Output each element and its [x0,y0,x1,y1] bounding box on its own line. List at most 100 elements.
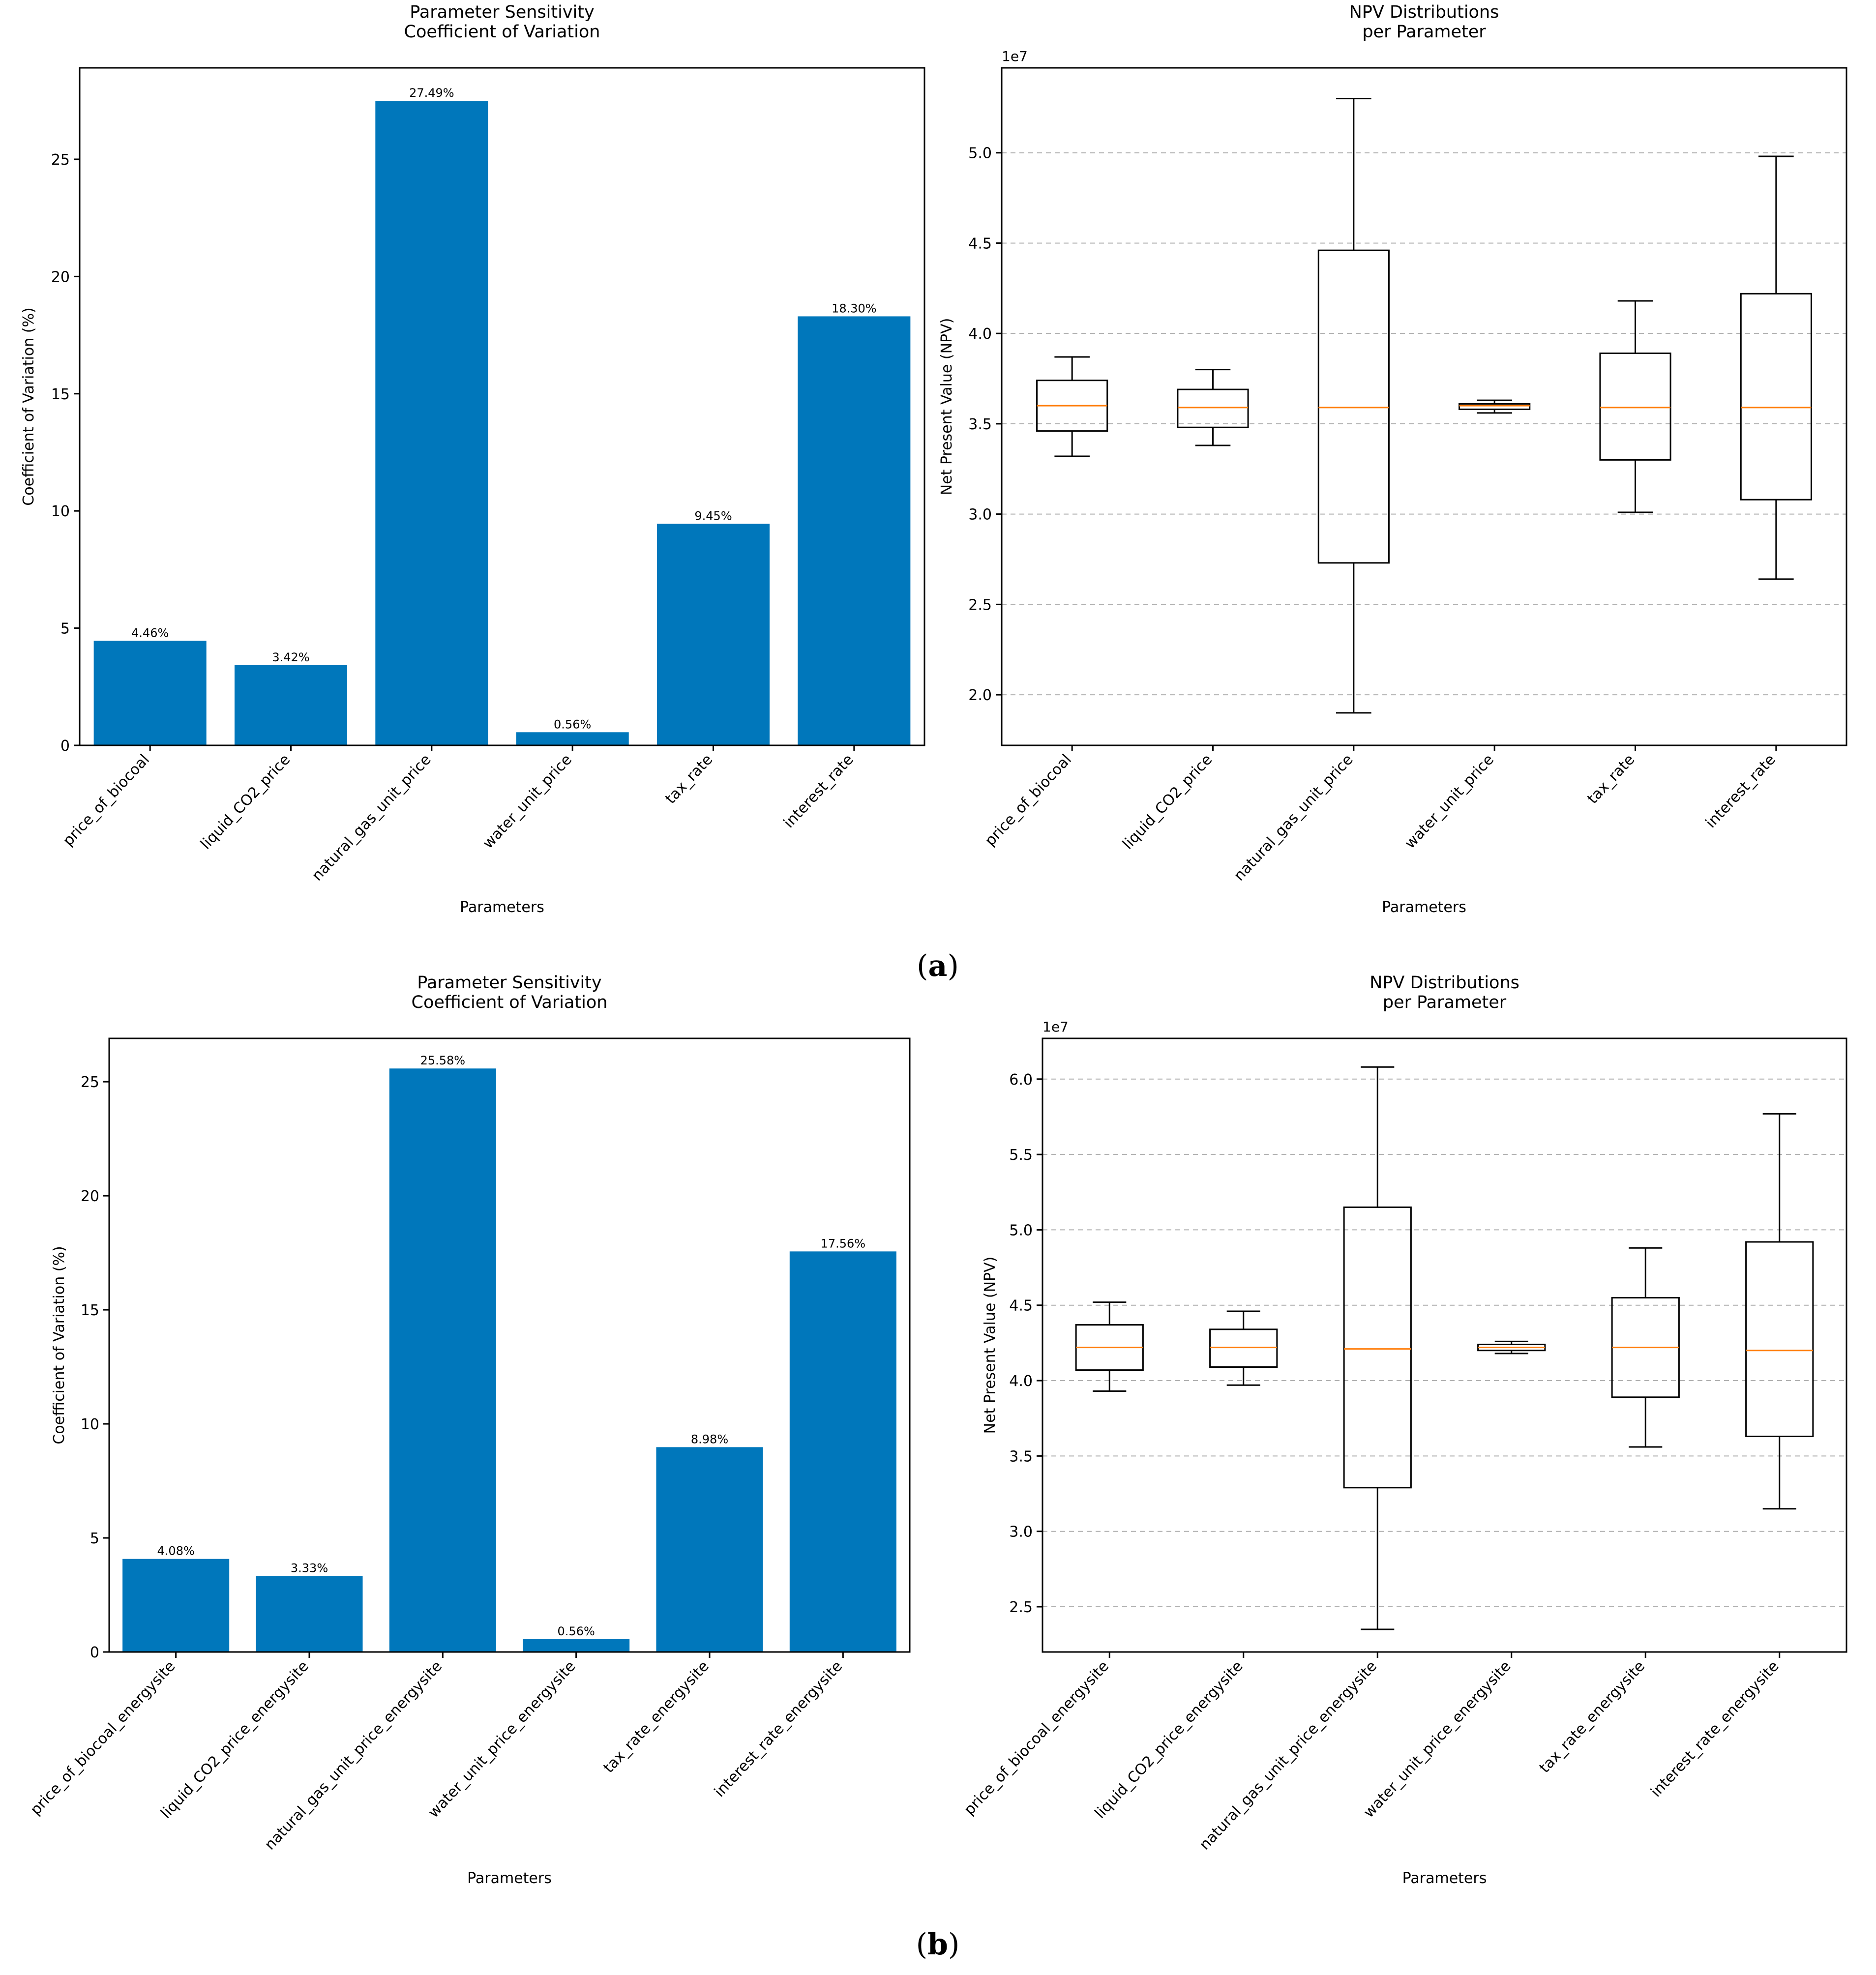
y-tick-label: 2.5 [1009,1599,1033,1616]
x-tick-label: natural_gas_unit_price [1231,751,1357,884]
x-axis-label: Parameters [1402,1870,1487,1887]
box-body [1343,1206,1412,1489]
y-axis-label: Net Present Value (NPV) [982,1257,999,1434]
chart-title-line: Parameter Sensitivity [417,973,601,993]
y-axis-label: Net Present Value (NPV) [938,318,955,496]
bar-liquid_CO2_price [234,665,348,745]
box-tax_rate_energysite [1611,1247,1680,1448]
axes-frame [108,1037,911,1653]
x-tick-label: tax_rate_energysite [600,1658,713,1776]
bar-natural_gas_unit_price [375,101,488,745]
y-tick-label: 15 [81,1302,99,1319]
x-tick-label: liquid_CO2_price_energysite [1092,1658,1247,1822]
chart-title-line: Coefficient of Variation [412,993,608,1012]
chart-title: NPV Distributions per Parameter [1370,973,1519,1012]
y-tick-label: 5.0 [1009,1222,1033,1239]
x-tick-label: liquid_CO2_price [1119,751,1216,853]
x-tick-label: water_unit_price [1401,751,1497,852]
data-label: 8.98% [691,1432,728,1446]
x-axis-label: Parameters [460,899,544,916]
x-tick-label: water_unit_price_energysite [425,1658,579,1821]
chart-title-line: Coefficient of Variation [404,22,600,42]
x-tick-label: water_unit_price_energysite [1360,1658,1514,1821]
box-interest_rate [1740,155,1812,580]
y-tick-label: 3.5 [1009,1448,1033,1465]
x-tick-label: price_of_biocoal [60,751,153,850]
chart-title: Parameter Sensitivity Coefficient of Vari… [404,2,600,42]
box-price_of_biocoal_energysite [1075,1301,1144,1392]
box-body [1209,1328,1278,1368]
bar-liquid_CO2_price_energysite [256,1576,363,1652]
x-tick-label: interest_rate [1702,751,1779,832]
y-tick-label: 3.0 [968,506,992,524]
data-label: 27.49% [409,86,454,100]
chart-title: NPV Distributions per Parameter [1349,2,1499,42]
y-tick-label: 4.0 [1009,1373,1033,1390]
y-tick-label: 20 [51,268,70,286]
bar-tax_rate_energysite [656,1447,763,1652]
bar-tax_rate [656,524,770,745]
y-tick-label: 3.0 [1009,1524,1033,1541]
chart-title-line: Parameter Sensitivity [410,2,594,22]
box-body [1740,293,1812,501]
x-tick-label: price_of_biocoal [982,751,1075,850]
y-tick-label: 4.5 [968,235,992,252]
y-tick-label: 5.5 [1009,1147,1033,1164]
bar-water_unit_price [516,732,629,745]
chart-title-line: NPV Distributions [1370,973,1519,993]
box-water_unit_price_energysite [1477,1340,1546,1355]
bar-price_of_biocoal [93,641,207,745]
offset-label: 1e7 [1002,48,1028,64]
x-tick-label: tax_rate [662,751,716,807]
bar-interest_rate_energysite [789,1251,896,1652]
y-tick-label: 5 [60,620,70,638]
bar-water_unit_price_energysite [523,1639,630,1652]
box-liquid_CO2_price_energysite [1209,1310,1278,1386]
box-liquid_CO2_price [1177,369,1249,446]
data-label: 25.58% [420,1054,466,1067]
y-tick-label: 5.0 [968,145,992,162]
y-tick-label: 2.5 [968,596,992,614]
x-tick-label: interest_rate_energysite [711,1658,846,1801]
box-price_of_biocoal [1036,356,1108,457]
bar-interest_rate [798,316,911,745]
x-tick-label: tax_rate [1584,751,1638,807]
y-tick-label: 10 [81,1416,99,1433]
x-tick-label: price_of_biocoal_energysite [27,1658,179,1819]
x-tick-label: interest_rate [780,751,857,832]
box-body [1745,1241,1814,1438]
box-natural_gas_unit_price [1317,97,1390,714]
x-tick-label: natural_gas_unit_price [309,751,435,884]
y-tick-label: 2.0 [968,687,992,704]
box-water_unit_price [1459,399,1531,414]
bar-natural_gas_unit_price_energysite [389,1068,496,1652]
x-axis-label: Parameters [467,1870,552,1887]
axes-frame [1042,1037,1847,1653]
box-natural_gas_unit_price_energysite [1343,1066,1412,1630]
data-label: 3.33% [291,1562,328,1575]
x-tick-label: water_unit_price [479,751,575,852]
y-tick-label: 25 [81,1074,99,1091]
axes-frame [1001,67,1847,746]
x-tick-label: liquid_CO2_price_energysite [157,1658,312,1822]
y-tick-label: 5 [90,1530,99,1547]
data-label: 9.45% [694,509,732,523]
box-body [1459,403,1531,411]
box-body [1599,353,1671,461]
x-tick-label: tax_rate_energysite [1536,1658,1649,1776]
chart-4: NPV Distributions per Parameter 1e7 2.5 3.0 3… [961,973,1847,1887]
data-label: 4.46% [131,626,169,640]
x-tick-label: interest_rate_energysite [1647,1658,1782,1801]
data-label: 4.08% [157,1544,195,1558]
axes-frame [79,67,925,746]
data-label: 0.56% [554,717,591,731]
x-axis-label: Parameters [1382,899,1466,916]
y-tick-label: 10 [51,503,70,520]
chart-2: NPV Distributions per Parameter 1e7 2.0 2.5 3… [938,2,1847,916]
chart-3: Parameter Sensitivity Coefficient of Vari… [27,973,911,1887]
x-tick-label: liquid_CO2_price [197,751,294,853]
chart-title: Parameter Sensitivity Coefficient of Vari… [412,973,608,1012]
y-axis-label: Coefficient of Variation (%) [20,307,37,505]
y-tick-label: 4.0 [968,325,992,343]
box-body [1177,388,1249,428]
